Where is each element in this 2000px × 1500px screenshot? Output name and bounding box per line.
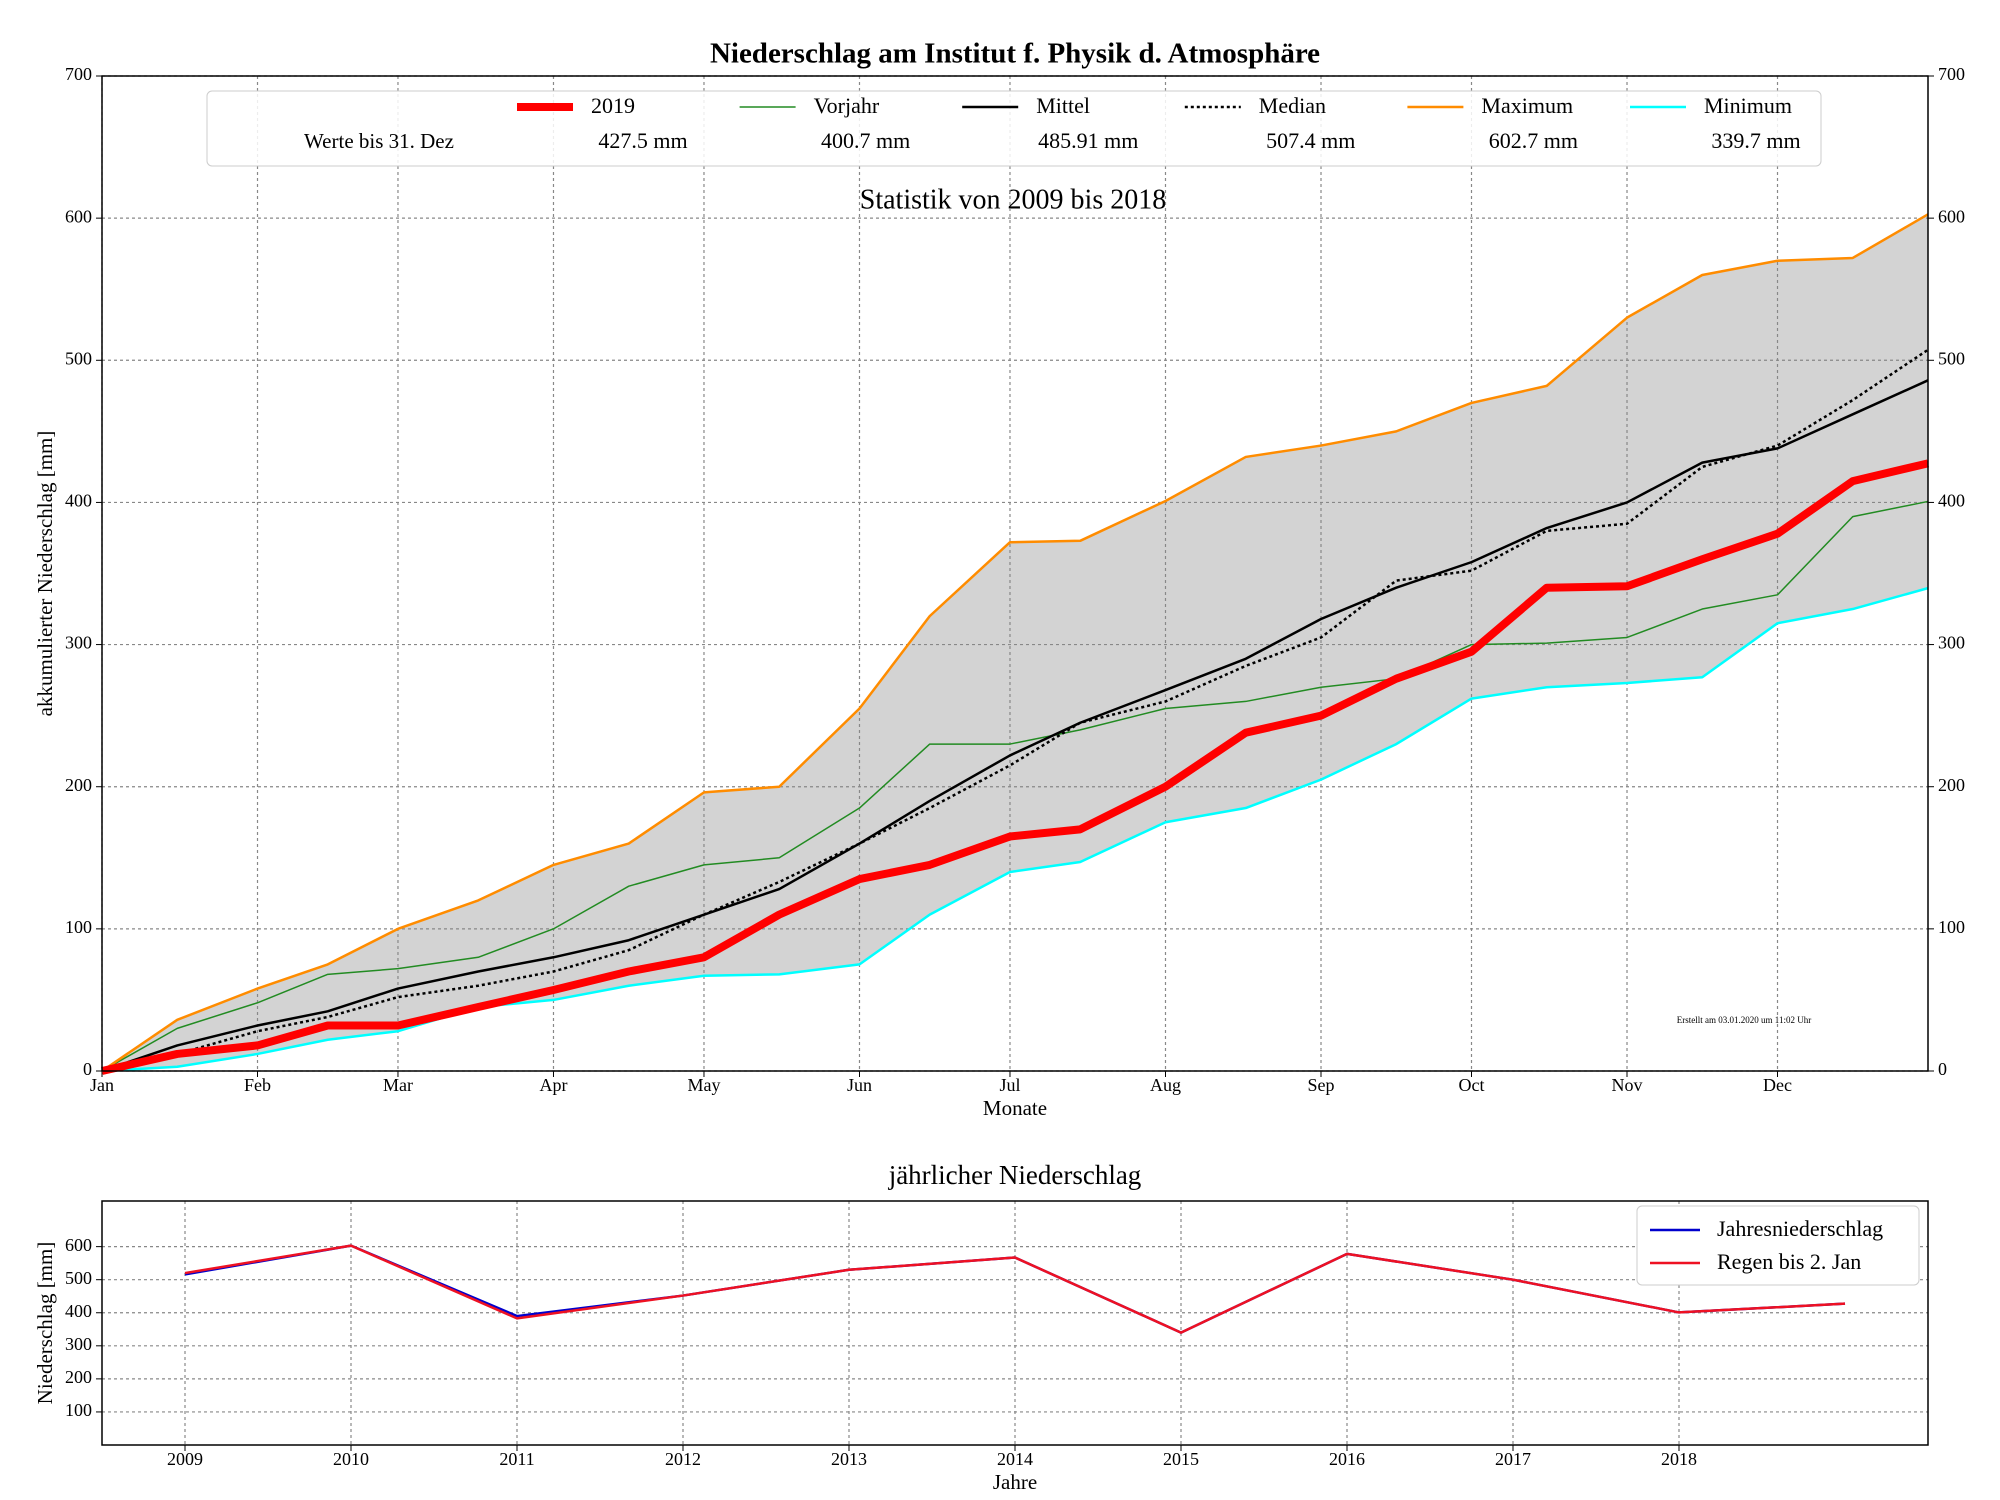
- y-tick-label: 100: [65, 917, 92, 937]
- y-tick-label: 400: [65, 1301, 92, 1321]
- y2-tick-label: 600: [1938, 206, 1965, 226]
- y-tick-label: 600: [65, 1235, 92, 1255]
- range-fill: [102, 214, 1928, 1071]
- x-tick-label: Sep: [1308, 1075, 1335, 1095]
- x-tick-label: Apr: [539, 1075, 567, 1095]
- y-tick-label: 300: [65, 1334, 92, 1354]
- x-tick-label: May: [687, 1075, 720, 1095]
- x-tick-label: 2011: [499, 1449, 534, 1469]
- x-tick-label: 2010: [333, 1449, 369, 1469]
- y-tick-label: 500: [65, 348, 92, 368]
- legend-value: 485.91 mm: [1038, 128, 1138, 153]
- y-tick-label: 500: [65, 1268, 92, 1288]
- legend-label: Regen bis 2. Jan: [1717, 1249, 1861, 1274]
- legend-label: Minimum: [1704, 93, 1792, 118]
- legend-label: Median: [1259, 93, 1326, 118]
- chart-title: jährlicher Niederschlag: [888, 1160, 1142, 1190]
- chart-title: Niederschlag am Institut f. Physik d. At…: [710, 38, 1320, 70]
- y-tick-label: 200: [65, 1367, 92, 1387]
- y2-tick-label: 500: [1938, 348, 1965, 368]
- y-axis-label: akkumulierter Niederschlag [mm]: [33, 431, 57, 717]
- y2-tick-label: 700: [1938, 64, 1965, 84]
- y-tick-label: 200: [65, 775, 92, 795]
- legend-value: 427.5 mm: [598, 128, 687, 153]
- x-tick-label: Jun: [847, 1075, 872, 1095]
- series-line: [101, 459, 1929, 1075]
- x-tick-label: Jan: [90, 1075, 114, 1095]
- legend-label: Jahresniederschlag: [1717, 1216, 1883, 1241]
- legend-value: 507.4 mm: [1266, 128, 1355, 153]
- x-tick-label: 2017: [1495, 1449, 1531, 1469]
- y-tick-label: 0: [83, 1059, 92, 1079]
- y2-tick-label: 400: [1938, 491, 1965, 511]
- y2-tick-label: 0: [1938, 1059, 1947, 1079]
- legend-value: 339.7 mm: [1711, 128, 1800, 153]
- legend-label: Maximum: [1481, 93, 1573, 118]
- series-line: [101, 348, 1929, 1073]
- x-tick-label: 2016: [1329, 1449, 1365, 1469]
- y2-tick-label: 200: [1938, 775, 1965, 795]
- x-tick-label: Nov: [1612, 1075, 1643, 1095]
- x-tick-label: Mar: [383, 1075, 413, 1095]
- series-line: [101, 500, 1929, 1072]
- y-tick-label: 700: [65, 64, 92, 84]
- x-tick-label: 2012: [665, 1449, 701, 1469]
- x-axis-label: Jahre: [993, 1470, 1037, 1494]
- x-axis-label: Monate: [983, 1096, 1047, 1120]
- x-tick-label: Feb: [244, 1075, 271, 1095]
- x-tick-label: Oct: [1459, 1075, 1485, 1095]
- series-line: [101, 213, 1929, 1073]
- legend-box: [1636, 1205, 1920, 1286]
- y2-tick-label: 100: [1938, 917, 1965, 937]
- x-tick-label: 2014: [997, 1449, 1033, 1469]
- y-tick-label: 300: [65, 633, 92, 653]
- legend-value: 400.7 mm: [821, 128, 910, 153]
- series-line: [184, 1244, 1846, 1334]
- plot-frame: [101, 75, 1929, 1072]
- y-tick-label: 400: [65, 491, 92, 511]
- annotation: Erstellt am 03.01.2020 um 11:02 Uhr: [1677, 1015, 1811, 1025]
- x-tick-label: Dec: [1763, 1075, 1792, 1095]
- legend-value: 602.7 mm: [1489, 128, 1578, 153]
- x-tick-label: Jul: [999, 1075, 1020, 1095]
- series-line: [101, 586, 1929, 1073]
- x-tick-label: 2015: [1163, 1449, 1199, 1469]
- x-tick-label: 2009: [167, 1449, 203, 1469]
- legend-label: 2019: [591, 93, 635, 118]
- x-tick-label: 2018: [1661, 1449, 1697, 1469]
- series-line: [101, 379, 1929, 1073]
- legend-note: Werte bis 31. Dez: [304, 129, 454, 153]
- x-tick-label: 2013: [831, 1449, 867, 1469]
- y-axis-label: Niederschlag [mm]: [33, 1242, 57, 1405]
- plot-frame: [101, 1200, 1929, 1446]
- x-tick-label: Aug: [1150, 1075, 1181, 1095]
- y-tick-label: 600: [65, 206, 92, 226]
- y2-tick-label: 300: [1938, 633, 1965, 653]
- legend-box: [206, 90, 1822, 167]
- legend-label: Mittel: [1036, 93, 1090, 118]
- legend-label: Vorjahr: [814, 93, 880, 118]
- subtitle: Statistik von 2009 bis 2018: [860, 184, 1166, 215]
- y-tick-label: 100: [65, 1400, 92, 1420]
